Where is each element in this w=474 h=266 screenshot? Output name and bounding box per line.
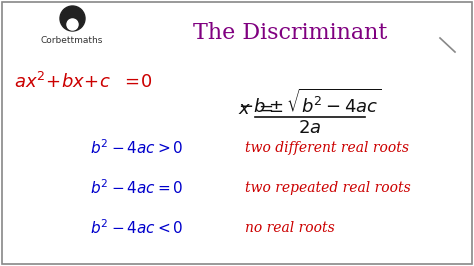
Text: $b^2 - 4ac < 0$: $b^2 - 4ac < 0$ <box>90 219 183 237</box>
Text: $x\ =$: $x\ =$ <box>238 100 273 118</box>
Text: Corbettmaths: Corbettmaths <box>41 36 103 45</box>
Text: no real roots: no real roots <box>245 221 335 235</box>
Text: $b^2 - 4ac > 0$: $b^2 - 4ac > 0$ <box>90 139 183 157</box>
Text: $-b \pm \sqrt{b^2 - 4ac}$: $-b \pm \sqrt{b^2 - 4ac}$ <box>238 88 382 116</box>
Text: two different real roots: two different real roots <box>245 141 409 155</box>
Text: two repeated real roots: two repeated real roots <box>245 181 411 195</box>
Text: The Discriminant: The Discriminant <box>193 22 387 44</box>
Text: $b^2 - 4ac = 0$: $b^2 - 4ac = 0$ <box>90 179 183 197</box>
Text: $ax^2\!+\!bx\!+\!c\ \ =\!0$: $ax^2\!+\!bx\!+\!c\ \ =\!0$ <box>14 72 153 92</box>
Text: $2a$: $2a$ <box>298 119 322 137</box>
